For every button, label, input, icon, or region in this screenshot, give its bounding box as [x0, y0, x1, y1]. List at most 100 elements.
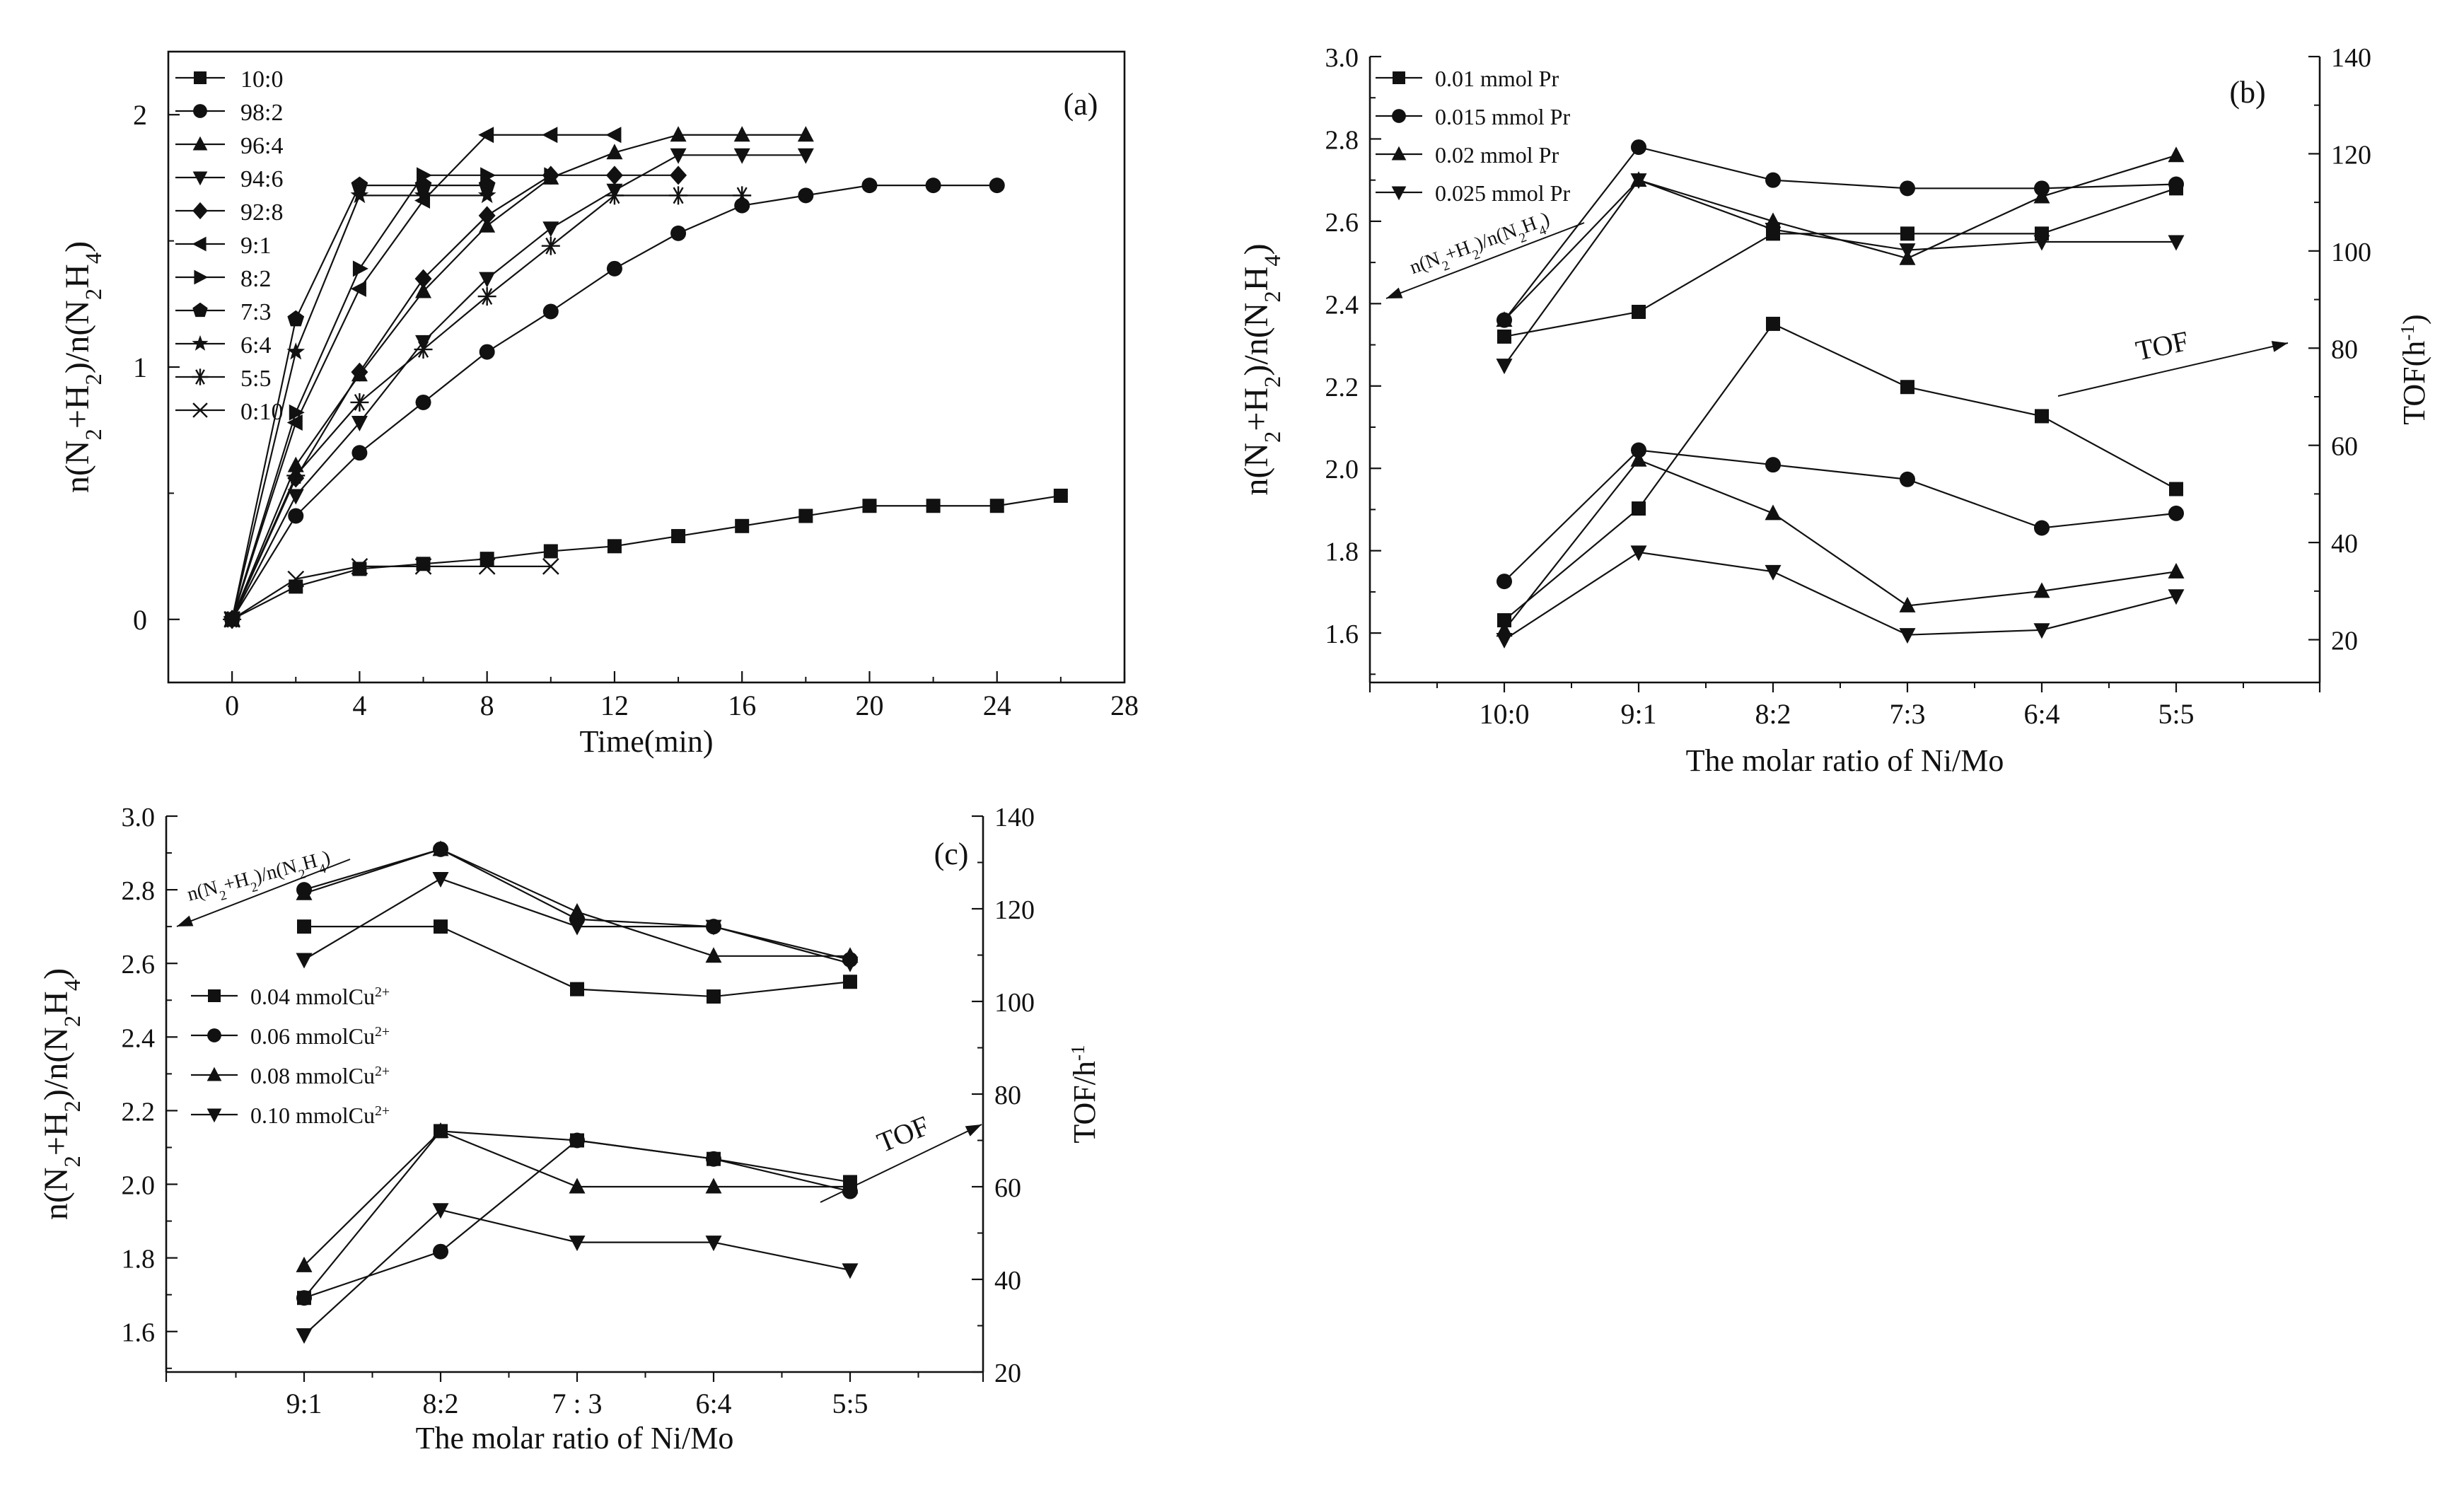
data-point-a	[605, 165, 623, 185]
ratio-point-c	[843, 975, 857, 989]
ratio-point-b	[1900, 180, 1915, 197]
x-tick-label-a: 28	[1110, 690, 1139, 721]
y-tick-label-b: 2.8	[1325, 125, 1359, 155]
data-point-a	[607, 539, 622, 554]
ratio-point-b	[1765, 172, 1781, 188]
x-tick-label-c: 9:1	[286, 1388, 322, 1419]
y2-tick-label-b: 140	[2331, 43, 2371, 73]
ratio-point-c	[432, 871, 449, 888]
legend-label-a: 0:10	[240, 399, 283, 425]
data-point-a	[414, 340, 433, 359]
x-tick-label-b: 9:1	[1620, 698, 1656, 730]
tof-point-b	[1765, 457, 1781, 473]
data-point-a	[223, 610, 240, 628]
data-point-a	[414, 558, 432, 575]
y-tick-label-b: 3.0	[1325, 43, 1359, 73]
data-point-a	[351, 558, 368, 575]
y2-tick-label-b: 60	[2331, 432, 2358, 462]
tof-point-b	[2035, 409, 2049, 424]
y-tick-label-b: 1.8	[1325, 537, 1359, 567]
legend-marker-a	[193, 104, 207, 118]
tof-point-b	[2168, 505, 2184, 521]
panel-label-c: (c)	[934, 837, 969, 871]
y2-axis-label-c: TOF/h-1	[1067, 1045, 1102, 1143]
data-point-a	[350, 280, 366, 297]
data-point-a	[352, 260, 368, 277]
data-point-a	[671, 529, 686, 544]
x-tick-label-b: 7:3	[1889, 698, 1925, 730]
ratio-point-c	[296, 953, 313, 969]
tof-point-b	[1631, 442, 1646, 458]
y-tick-label-b: 2.6	[1325, 208, 1359, 238]
ratio-point-c	[569, 919, 586, 936]
ratio-point-b	[1900, 226, 1914, 241]
tof-point-b	[1765, 564, 1782, 581]
y-tick-label-c: 2.0	[122, 1171, 156, 1201]
series-line-a	[231, 134, 806, 620]
y2-tick-label-b: 40	[2331, 529, 2358, 559]
tof-point-b	[1632, 501, 1646, 516]
data-point-a	[286, 466, 306, 485]
y-tick-label-c: 3.0	[122, 803, 156, 832]
data-point-a	[862, 499, 877, 513]
x-axis-label-a: Time(min)	[579, 724, 713, 759]
series-line-a	[231, 154, 806, 620]
y2-tick-label-c: 20	[994, 1359, 1021, 1388]
tof-series-line-b	[1504, 449, 2177, 582]
data-point-a	[670, 148, 687, 164]
legend-marker-c	[207, 1066, 222, 1081]
legend-marker-a	[194, 71, 207, 84]
ratio-point-c	[705, 919, 722, 936]
y-tick-label-a: 1	[133, 351, 147, 383]
data-point-a	[798, 508, 813, 523]
legend-label-b: 0.01 mmol Pr	[1435, 66, 1559, 91]
data-point-a	[479, 344, 495, 360]
data-point-a	[989, 499, 1004, 513]
legend-label-a: 8:2	[240, 266, 271, 292]
tof-point-c	[706, 1151, 721, 1167]
ratio-point-b	[1496, 311, 1513, 327]
tof-point-b	[1900, 471, 1915, 487]
y-tick-label-b: 2.0	[1325, 455, 1359, 484]
data-point-a	[669, 186, 688, 205]
data-point-a	[544, 167, 560, 184]
data-point-a	[670, 165, 687, 185]
legend-marker-a	[192, 335, 209, 351]
tof-point-b	[1899, 596, 1916, 612]
y2-tick-label-c: 40	[994, 1266, 1021, 1296]
y-tick-label-c: 1.8	[122, 1245, 156, 1274]
x-tick-label-a: 12	[600, 690, 629, 721]
y2-tick-label-b: 100	[2331, 238, 2371, 267]
y2-tick-label-c: 100	[994, 988, 1035, 1018]
left-arrow-b-head	[1386, 287, 1403, 298]
ratio-series-line-b	[1504, 146, 2177, 321]
ratio-point-b	[1765, 223, 1782, 239]
ratio-point-b	[2033, 235, 2050, 251]
data-point-a	[733, 186, 752, 205]
tof-point-c	[569, 1132, 585, 1149]
y2-axis-label-b: TOF(h-1)	[2397, 314, 2431, 424]
tof-series-line-b	[1504, 322, 2177, 621]
panel-c-chart: 1.6 1.8 2.0 2.2 2.4 2.6 2.8 3.0 20 40 60 80 100 120 14…	[37, 803, 1102, 1455]
y-tick-label-b: 2.4	[1325, 290, 1359, 320]
right-arrow-c-head	[965, 1124, 982, 1137]
panel-b-chart: 1.6 1.8 2.0 2.2 2.4 2.6 2.8 3.0 20 40 60 80 100 120 14…	[1238, 43, 2431, 778]
legend-label-a: 6:4	[240, 332, 271, 359]
ratio-point-c	[297, 919, 311, 934]
x-axis-label-c: The molar ratio of Ni/Mo	[416, 1421, 734, 1455]
data-point-a	[289, 404, 305, 421]
series-line-a	[231, 174, 679, 620]
data-point-a	[989, 178, 1005, 194]
ratio-point-c	[432, 840, 449, 856]
right-arrow-b-head	[2271, 341, 2288, 352]
data-point-a	[733, 126, 750, 142]
data-point-a	[286, 342, 306, 360]
tof-point-c	[432, 1203, 449, 1219]
tof-point-b	[1496, 621, 1513, 637]
data-point-a	[542, 127, 558, 144]
y2-tick-label-b: 80	[2331, 335, 2358, 364]
x-tick-label-c: 6:4	[695, 1388, 731, 1419]
right-arrow-b	[2057, 342, 2289, 397]
legend-label-c: 0.06 mmolCu2+	[250, 1023, 390, 1049]
tof-point-b	[1899, 628, 1916, 644]
